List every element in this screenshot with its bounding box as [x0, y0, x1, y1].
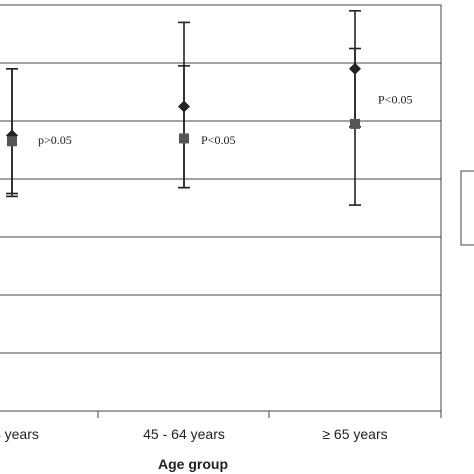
- p-value-annotation: P<0.05: [378, 93, 412, 107]
- labels: 44 years 45 - 64 years ≥ 65 years p>0.05 P<0…: [0, 93, 412, 442]
- x-tick-label: 45 - 64 years: [143, 426, 225, 442]
- legend-box: [460, 170, 474, 246]
- p-value-annotation: P<0.05: [201, 133, 235, 147]
- square-point: [350, 118, 360, 129]
- square-point: [7, 136, 17, 147]
- plot-border: [0, 4, 442, 412]
- diamond-point: [178, 100, 190, 113]
- x-tick-label: ≥ 65 years: [322, 426, 387, 442]
- diamond-point: [349, 62, 361, 75]
- p-value-annotation: p>0.05: [38, 133, 72, 147]
- x-axis-ticks: [97, 411, 442, 418]
- data-marks: [6, 10, 361, 206]
- square-point: [179, 133, 189, 144]
- x-axis-title: Age group: [158, 456, 228, 472]
- gridlines: [0, 62, 441, 354]
- x-tick-label: 44 years: [0, 426, 39, 442]
